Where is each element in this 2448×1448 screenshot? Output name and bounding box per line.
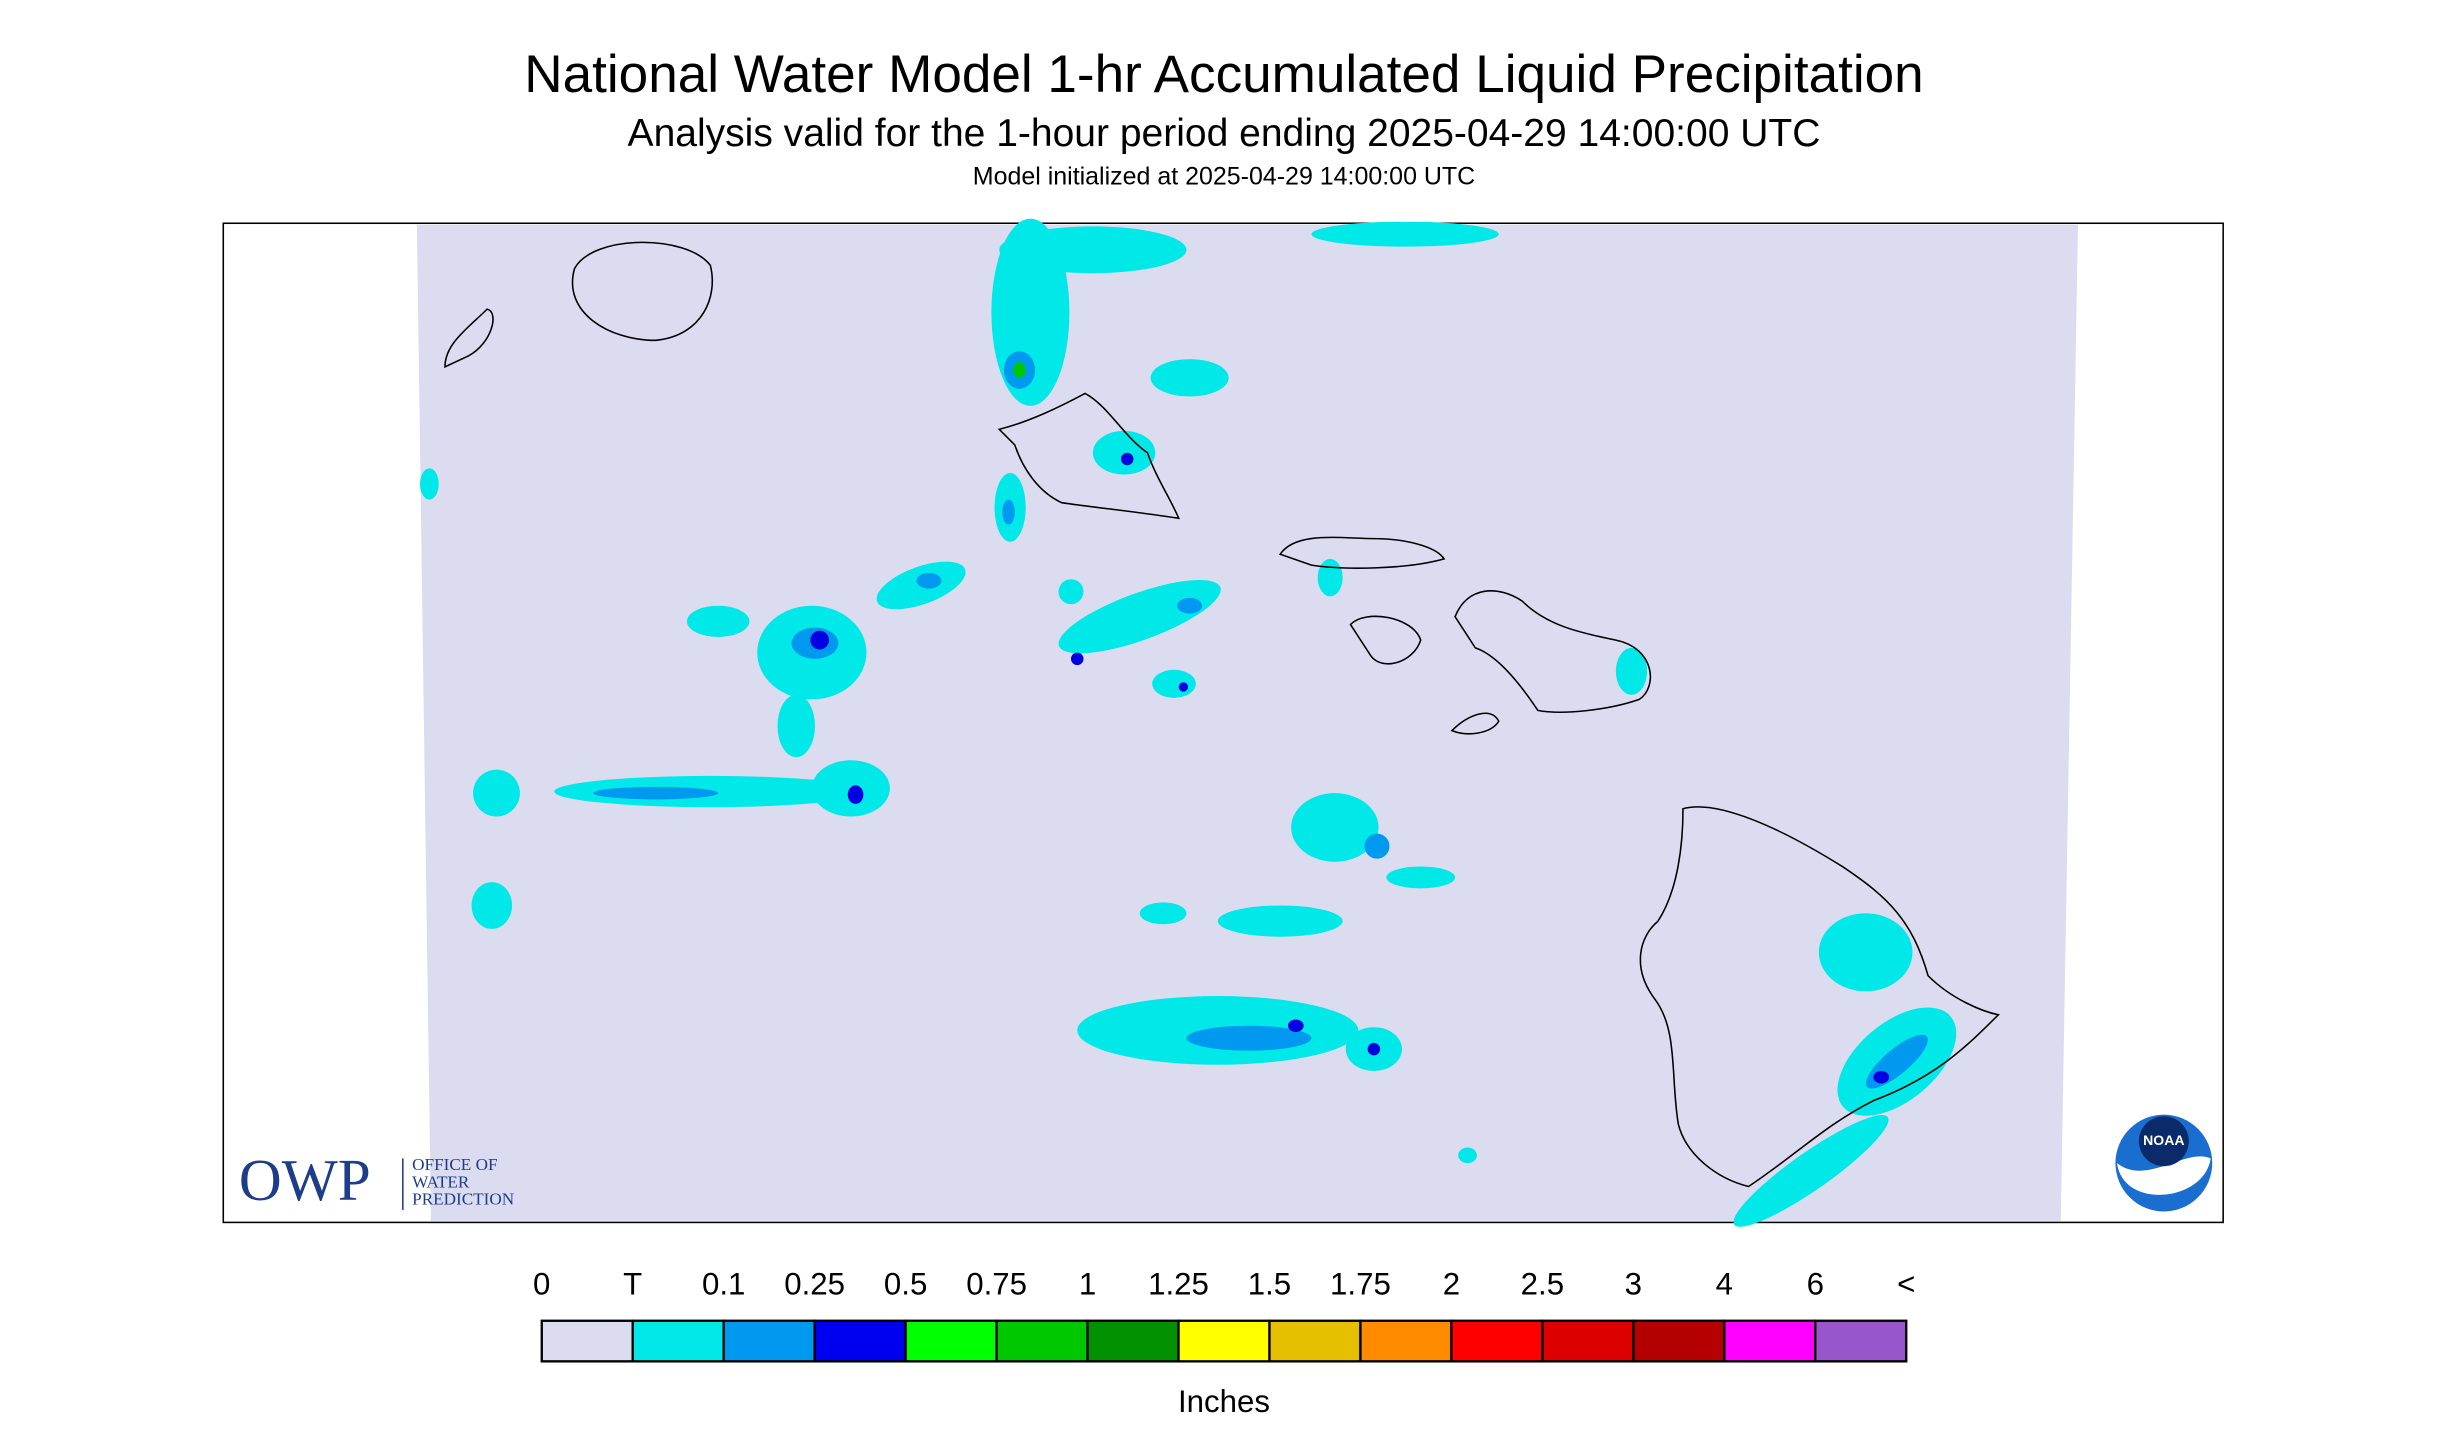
legend-swatch — [1268, 1319, 1362, 1363]
title: National Water Model 1-hr Accumulated Li… — [524, 45, 1923, 104]
legend-swatch — [1814, 1319, 1908, 1363]
legend-swatch — [540, 1319, 634, 1363]
legend-label: 0 — [533, 1267, 550, 1302]
legend-label: 0.75 — [966, 1267, 1027, 1302]
owp-mark: OWP — [239, 1147, 371, 1213]
legend-swatch — [1723, 1319, 1817, 1363]
legend-swatch — [722, 1319, 816, 1363]
legend-label: 0.25 — [784, 1267, 845, 1302]
legend-swatch — [995, 1319, 1089, 1363]
legend-swatch — [1359, 1319, 1453, 1363]
legend-label: 2.5 — [1521, 1267, 1564, 1302]
noaa-text: NOAA — [2143, 1132, 2184, 1148]
map: OWP OFFICE OF WATER PREDICTION NOAA — [222, 218, 2224, 1227]
legend-label: 4 — [1716, 1267, 1733, 1302]
owp-line: PREDICTION — [412, 1189, 514, 1208]
legend-swatch — [813, 1319, 907, 1363]
legend-label: 1.75 — [1330, 1267, 1391, 1302]
coastlines — [444, 241, 2000, 1188]
init-time: Model initialized at 2025-04-29 14:00:00… — [973, 163, 1475, 191]
legend-label: < — [1897, 1267, 1915, 1302]
legend-label: 1 — [1079, 1267, 1096, 1302]
legend-swatch — [1177, 1319, 1271, 1363]
legend-swatch — [631, 1319, 725, 1363]
legend-label: 3 — [1625, 1267, 1642, 1302]
legend-swatch — [904, 1319, 998, 1363]
legend-swatch — [1541, 1319, 1635, 1363]
legend-label: 0.5 — [884, 1267, 927, 1302]
legend-label: T — [623, 1267, 642, 1302]
legend-swatch — [1450, 1319, 1544, 1363]
owp-line: WATER — [412, 1172, 470, 1191]
legend-label: 2 — [1443, 1267, 1460, 1302]
legend-swatch — [1086, 1319, 1180, 1363]
owp-logo: OWP OFFICE OF WATER PREDICTION — [239, 1147, 514, 1213]
noaa-logo: NOAA — [2115, 1114, 2213, 1212]
precip — [419, 218, 1957, 1227]
legend: 0 T 0.1 0.25 0.5 0.75 1 1.25 1.5 1.75 2 2.5 3 4 6 < — [533, 1267, 1915, 1363]
subtitle: Analysis valid for the 1-hour period end… — [628, 112, 1821, 155]
legend-label: 0.1 — [702, 1267, 745, 1302]
legend-label: 1.25 — [1148, 1267, 1209, 1302]
legend-label: 1.5 — [1248, 1267, 1291, 1302]
owp-line: OFFICE OF — [412, 1155, 497, 1174]
legend-units: Inches — [1178, 1384, 1270, 1419]
legend-label: 6 — [1807, 1267, 1824, 1302]
legend-swatch — [1632, 1319, 1726, 1363]
